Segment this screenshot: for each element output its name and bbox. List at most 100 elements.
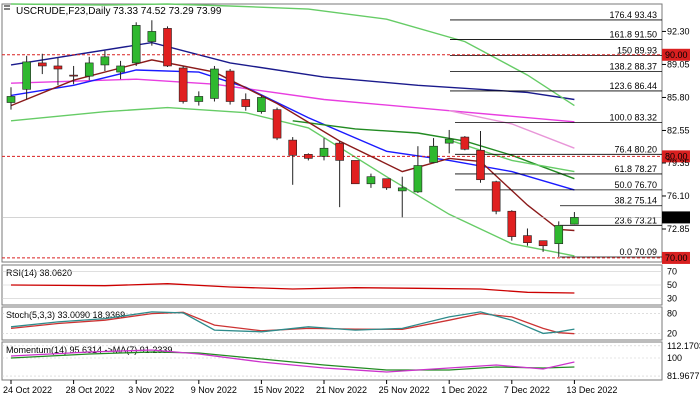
price-tick-label: 72.85 <box>667 224 690 234</box>
stoch-k-line <box>10 311 575 335</box>
x-tick-label: 1 Dec 2022 <box>441 385 487 395</box>
x-tick-label: 3 Nov 2022 <box>128 385 174 395</box>
price-tick-label: 82.55 <box>667 125 690 135</box>
candle-body <box>413 165 423 193</box>
candle-body <box>523 235 532 244</box>
candle-body <box>210 68 219 99</box>
level-badge <box>662 251 690 264</box>
momentum-tick-label: 100 <box>667 353 682 363</box>
candle-body <box>288 139 298 156</box>
chart-ohlc: 73.33 74.52 73.29 73.99 <box>113 6 222 17</box>
price-tick-label: 85.80 <box>667 92 690 102</box>
candle-body <box>382 178 391 189</box>
price-tick-label: 79.35 <box>667 158 690 168</box>
candle-body <box>37 62 47 67</box>
candle-body <box>304 154 313 159</box>
indicator-line <box>10 106 575 257</box>
candle-body <box>272 109 282 139</box>
fib-level-label: 123.6 86.44 <box>609 81 657 91</box>
candle-body <box>53 65 63 70</box>
last-price-badge <box>662 211 690 224</box>
candle-body <box>178 67 188 102</box>
candle-body <box>507 210 517 237</box>
momentum-tick-label: 112.1703 <box>667 341 700 351</box>
level-badge-label: 90.00 <box>665 50 688 60</box>
stoch-tick-label: 20 <box>667 328 677 338</box>
sub-panels: RSI(14) 38.0620 Stoch(5,3,3) 33.0090 18.9… <box>2 268 662 377</box>
level-badge <box>662 150 690 163</box>
momentum-ma-line <box>10 351 575 371</box>
candle-body <box>476 149 485 181</box>
level-badge <box>662 48 690 61</box>
candle-body <box>100 56 110 66</box>
candle-body <box>350 160 360 185</box>
stoch-panel-title: Stoch(5,3,3) 33.0090 18.9369 <box>6 310 125 320</box>
level-badge-label: 80.00 <box>665 151 688 161</box>
last-price-label: 73.99 <box>665 212 688 222</box>
fib-level-label: 176.4 93.43 <box>609 10 657 20</box>
rsi-panel-title: RSI(14) 38.0620 <box>6 268 72 278</box>
rsi-line <box>10 283 575 294</box>
x-tick-label: 9 Nov 2022 <box>191 385 237 395</box>
indicator-lines <box>10 3 575 257</box>
titles: USCRUDE,F23,Daily 73.33 74.52 73.29 73.9… <box>16 6 222 17</box>
candle-body <box>257 97 266 112</box>
main-panel-frame <box>1 3 663 263</box>
candle-body <box>131 25 141 64</box>
fib-level-label: 138.2 88.37 <box>609 61 657 71</box>
indicator-line <box>448 139 575 173</box>
candle-body <box>319 147 329 157</box>
stoch-panel-frame <box>1 306 663 341</box>
candle-body <box>241 99 251 107</box>
menu-icon[interactable] <box>4 5 10 10</box>
candle-body <box>366 176 376 185</box>
fib-level-label: 23.6 73.21 <box>614 215 657 225</box>
axes: 92.30 89.05 85.80 82.55 79.35 76.10 72.85 70 50 3… <box>2 26 700 395</box>
momentum-tick-label: 81.9677 <box>667 371 700 381</box>
price-tick-label: 92.30 <box>667 26 690 36</box>
candle-body <box>460 136 470 150</box>
x-tick-label: 28 Oct 2022 <box>66 385 115 395</box>
x-tick-label: 21 Nov 2022 <box>316 385 367 395</box>
candle-body <box>538 240 548 247</box>
horizontal-levels: 90.00 80.00 70.00 73.99 <box>2 48 690 264</box>
candle-body <box>163 28 172 67</box>
x-tick-label: 24 Oct 2022 <box>3 385 52 395</box>
candle-body <box>147 31 157 42</box>
stoch-tick-label: 80 <box>667 309 677 319</box>
indicator-line <box>10 59 575 232</box>
candle-body <box>554 225 564 245</box>
rsi-tick-label: 70 <box>667 267 677 277</box>
fib-level-label: 100.0 83.32 <box>609 113 657 123</box>
candle-body <box>225 70 235 102</box>
indicator-line <box>449 110 575 149</box>
candle-body <box>397 187 407 192</box>
candle-body <box>429 145 438 163</box>
candle-body <box>491 181 501 212</box>
fib-level-label: 150 89.93 <box>617 45 657 55</box>
momentum-panel-title: Momentum(14) 95.6314 ->MA(7) 91.2339 <box>6 345 172 355</box>
price-tick-label: 76.10 <box>667 191 690 201</box>
rsi-tick-label: 30 <box>667 293 677 303</box>
candles <box>6 20 579 257</box>
level-badge-label: 70.00 <box>665 253 688 263</box>
candle-body <box>6 96 16 103</box>
fib-level-label: 161.8 91.50 <box>609 30 657 40</box>
x-tick-label: 25 Nov 2022 <box>379 385 430 395</box>
momentum-line <box>10 349 575 373</box>
indicator-line <box>10 78 575 123</box>
candle-body <box>570 217 579 225</box>
price-tick-label: 89.05 <box>667 59 690 69</box>
chart-symbol: USCRUDE,F23,Daily <box>16 6 110 17</box>
candle-body <box>84 62 94 77</box>
candle-body <box>69 74 78 77</box>
x-tick-label: 7 Dec 2022 <box>504 385 550 395</box>
fibonacci-levels: 176.4 93.43 161.8 91.50 150 89.93 138.2 88.… <box>450 10 662 258</box>
candle-body <box>444 138 454 144</box>
candle-body <box>116 65 125 73</box>
fib-level-label: 0.0 70.09 <box>619 247 657 257</box>
indicator-line <box>10 3 575 107</box>
candle-body <box>194 96 204 102</box>
